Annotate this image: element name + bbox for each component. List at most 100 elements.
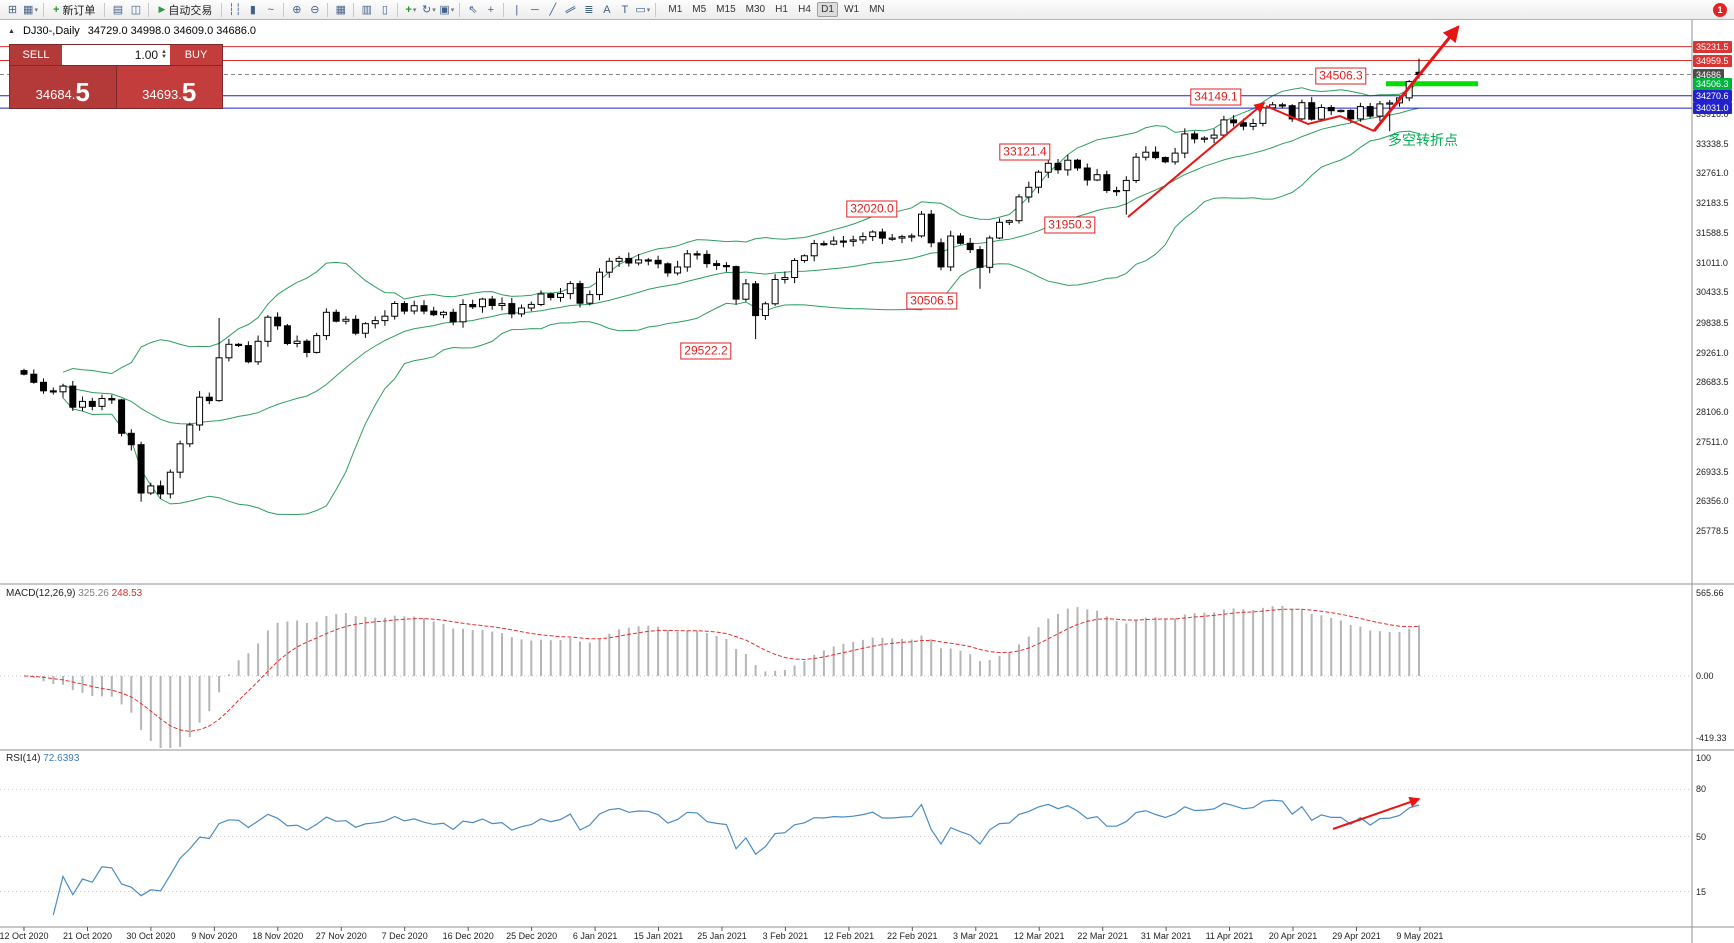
chevron-down-icon: ▾	[34, 6, 38, 14]
volume-stepper[interactable]: ▲ ▼	[161, 49, 167, 60]
objects-list-icon[interactable]: ▣ ▾	[439, 4, 455, 16]
time-axis-label: 21 Oct 2020	[62, 931, 113, 941]
timeframe-M30[interactable]: M30	[745, 4, 766, 15]
price-axis-label: 28106.0	[1696, 406, 1729, 417]
toolbar-separator	[655, 2, 657, 17]
timeframe-M5[interactable]: M5	[692, 4, 707, 15]
time-axis-label: 18 Nov 2020	[252, 931, 304, 941]
profiles-icon[interactable]: ▦ ▾	[23, 4, 38, 16]
trade-panel-top-row: SELL 1.00 ▲ ▼ BUY	[10, 45, 222, 66]
timeframe-H1[interactable]: H1	[775, 4, 788, 15]
trade-panel-prices-row: 34684. 5 34693. 5	[10, 66, 222, 108]
candlestick-mode-icon[interactable]: ▮	[249, 4, 256, 16]
text-tool-icon[interactable]: A	[603, 3, 611, 16]
one-click-trading-panel: SELL 1.00 ▲ ▼ BUY 34684. 5 34693. 5	[9, 44, 223, 109]
chart-shift-icon[interactable]: ▯	[381, 4, 388, 16]
channel-glyph: ∥	[563, 4, 577, 16]
buy-price-main: 34693.	[142, 87, 182, 102]
price-axis-tag: 35231.5	[1693, 40, 1732, 53]
data-window-icon[interactable]: ◫	[130, 4, 142, 16]
timeframe-D1[interactable]: D1	[817, 2, 839, 17]
rsi-value: 72.6393	[43, 753, 80, 764]
tile-windows-icon[interactable]: ▦	[335, 4, 347, 16]
sell-button[interactable]: SELL	[10, 45, 62, 65]
macd-name: MACD(12,26,9)	[6, 588, 76, 599]
rsi-axis-label: 15	[1696, 886, 1707, 897]
autotrade-label: 自动交易	[168, 4, 213, 17]
bar-chart-mode-icon[interactable]: ┆┆	[228, 4, 242, 16]
time-axis-label: 12 Oct 2020	[0, 931, 49, 941]
sell-price-button[interactable]: 34684. 5	[10, 66, 116, 108]
buy-price-big-digit: 5	[181, 77, 197, 107]
toolbar-separator	[283, 2, 285, 17]
price-annotation[interactable]: 32020.0	[846, 200, 898, 218]
zoom-in-icon[interactable]: ⊕	[292, 4, 302, 16]
time-axis-label: 20 Apr 2021	[1268, 931, 1318, 941]
timeframe-M1[interactable]: M1	[668, 4, 683, 15]
chevron-down-icon: ▾	[450, 6, 455, 14]
price-axis-tag: 34031.0	[1693, 102, 1732, 115]
timeframe-H4[interactable]: H4	[798, 4, 811, 15]
timeframe-group: M1 M5 M15 M30 H1 H4 D1 W1 MN	[664, 2, 888, 17]
timeframe-W1[interactable]: W1	[844, 4, 860, 15]
vertical-line-tool-icon[interactable]: |	[515, 3, 519, 16]
one-click-toggle-icon[interactable]: ▲	[8, 27, 15, 35]
buy-price-button[interactable]: 34693. 5	[116, 66, 222, 108]
play-icon: ▶	[158, 4, 166, 14]
line-chart-mode-icon[interactable]: ~	[267, 3, 275, 16]
price-annotation[interactable]: 31950.3	[1044, 216, 1096, 234]
time-axis-label: 22 Mar 2021	[1077, 931, 1128, 941]
chevron-down-icon: ▾	[412, 6, 417, 14]
price-axis-label: 29261.0	[1696, 347, 1729, 358]
crosshair-icon[interactable]: +	[487, 3, 495, 16]
notification-badge[interactable]: 1	[1713, 3, 1727, 17]
macd-axis-label: -419.33	[1696, 732, 1727, 743]
new-order-button[interactable]: + 新订单	[48, 1, 100, 18]
price-axis-label: 30433.5	[1696, 287, 1729, 298]
price-axis-tag: 34506.3	[1693, 77, 1732, 90]
label-tool-icon[interactable]: T	[621, 3, 629, 16]
price-annotation[interactable]: 34506.3	[1315, 67, 1367, 85]
price-axis-label: 27511.0	[1696, 437, 1728, 448]
timeframe-M15[interactable]: M15	[716, 4, 736, 15]
timeframe-MN[interactable]: MN	[869, 4, 885, 15]
shapes-tool-icon[interactable]: ▭ ▾	[635, 4, 651, 16]
stepper-down-icon[interactable]: ▼	[161, 54, 167, 60]
cycle-icon[interactable]: ↻ ▾	[421, 4, 436, 16]
price-annotation[interactable]: 33121.4	[999, 143, 1051, 161]
macd-axis-label: 565.66	[1696, 587, 1724, 598]
toolbar-separator	[459, 2, 461, 17]
cursor-icon[interactable]: ⇖	[468, 4, 478, 16]
channel-tool-icon[interactable]: ∥	[562, 1, 579, 18]
macd-signal-value: 248.53	[111, 588, 143, 599]
indicator-window-icon[interactable]: ▥	[361, 4, 373, 16]
macd-main-value: 325.26	[78, 588, 109, 599]
price-annotation[interactable]: 34149.1	[1190, 88, 1242, 106]
stepper-up-icon[interactable]: ▲	[161, 49, 167, 55]
price-axis-label: 29838.5	[1696, 317, 1729, 328]
autotrade-button[interactable]: ▶ 自动交易	[153, 1, 217, 18]
new-chart-icon[interactable]: ⊞	[7, 4, 18, 16]
sell-price-main: 34684.	[35, 87, 76, 102]
time-axis-label: 27 Nov 2020	[315, 931, 367, 941]
toolbar: ⊞ ▦ ▾ + 新订单 ▤ ◫ ▶ 自动交易 ┆┆ ▮ ~ ⊕ ⊖ ▦ ▥ ▯ + ▾ …	[0, 0, 1734, 20]
macd-indicator-label: MACD(12,26,9) 325.26 248.53	[6, 588, 142, 599]
price-annotation[interactable]: 29522.2	[680, 342, 732, 360]
volume-input[interactable]: 1.00 ▲ ▼	[62, 45, 170, 65]
rsi-axis-label: 50	[1696, 831, 1707, 842]
trendline-tool-icon[interactable]: ╱	[549, 4, 557, 16]
horizontal-line-tool-icon[interactable]: ─	[530, 3, 539, 16]
fibonacci-tool-icon[interactable]: ≣	[584, 4, 594, 16]
add-indicator-icon[interactable]: + ▾	[402, 1, 419, 18]
toolbar-separator	[221, 2, 223, 17]
chevron-down-icon: ▾	[432, 6, 436, 14]
buy-button[interactable]: BUY	[170, 45, 222, 65]
time-axis-label: 9 Nov 2020	[191, 931, 238, 941]
time-axis-label: 31 Mar 2021	[1140, 931, 1192, 941]
zoom-out-icon[interactable]: ⊖	[310, 4, 320, 16]
time-axis-label: 11 Apr 2021	[1205, 931, 1254, 941]
market-watch-icon[interactable]: ▤	[112, 4, 124, 16]
price-annotation[interactable]: 30506.5	[906, 292, 958, 310]
